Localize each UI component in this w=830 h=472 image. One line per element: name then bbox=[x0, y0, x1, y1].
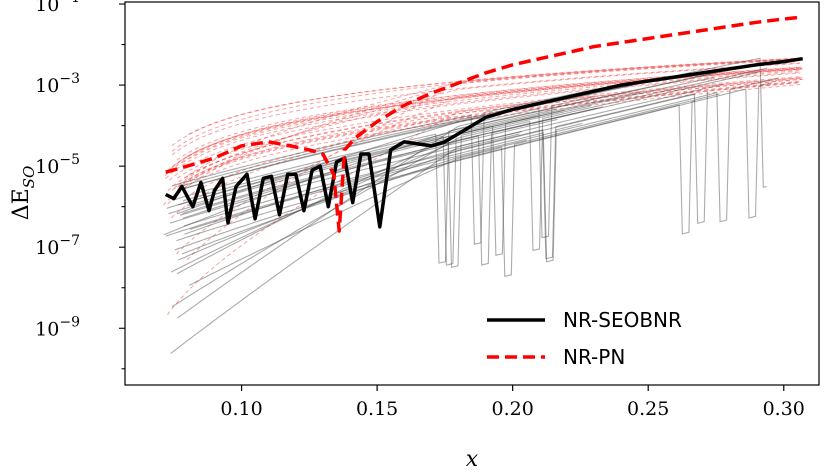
y-tick-label: 10−7 bbox=[35, 233, 80, 259]
ensemble-curve-nr-pn bbox=[185, 82, 801, 198]
ensemble-curve-nr-pn bbox=[167, 59, 803, 205]
ensemble-curve-nr-pn bbox=[176, 67, 802, 255]
ensemble-curve-nr-pn bbox=[171, 62, 800, 156]
ensemble-curve-nr-pn bbox=[165, 71, 800, 179]
legend-label-nr-seobnr: NR-SEOBNR bbox=[563, 308, 682, 332]
legend-label-nr-pn: NR-PN bbox=[563, 345, 625, 369]
ensemble-curve-nr-seobnr bbox=[170, 130, 523, 355]
ensemble-curve-nr-seobnr bbox=[171, 81, 631, 245]
ensemble-curve-nr-pn bbox=[173, 68, 802, 189]
ensemble-curve-nr-seobnr bbox=[182, 106, 603, 219]
ensemble-curve-nr-pn bbox=[177, 81, 803, 188]
y-axis-label-sub: SO bbox=[20, 166, 38, 189]
ensemble-curve-nr-pn bbox=[186, 58, 802, 261]
x-axis-label: x bbox=[466, 447, 479, 472]
ensemble-curve-nr-seobnr bbox=[163, 62, 763, 236]
ensemble-curve-nr-pn bbox=[187, 57, 800, 136]
ensemble-curve-nr-seobnr bbox=[174, 100, 696, 251]
legend: NR-SEOBNR NR-PN bbox=[487, 308, 682, 369]
ensemble-curve-nr-seobnr bbox=[183, 91, 708, 227]
ensemble-curve-nr-seobnr bbox=[189, 77, 779, 230]
x-tick-label: 0.15 bbox=[356, 398, 398, 420]
x-tick-label: 0.20 bbox=[492, 398, 534, 420]
ensemble-curve-nr-seobnr bbox=[170, 107, 598, 273]
ensemble-curve-nr-pn bbox=[178, 62, 801, 191]
x-tick-label: 0.25 bbox=[627, 398, 669, 420]
y-tick-label: 10−3 bbox=[35, 71, 80, 97]
ensemble-curve-nr-seobnr bbox=[166, 91, 642, 266]
ensemble-curve-nr-pn bbox=[177, 76, 802, 179]
ensemble-curve-nr-pn bbox=[181, 81, 800, 186]
ensemble-curve-nr-pn bbox=[171, 80, 801, 191]
y-axis-label-main: ΔE bbox=[9, 188, 34, 220]
ensemble-curve-nr-seobnr bbox=[169, 83, 724, 224]
ensemble-curve-nr-pn bbox=[171, 58, 800, 152]
main-curves bbox=[164, 15, 803, 233]
plot-frame bbox=[124, 1, 820, 386]
ensemble-curve-nr-seobnr bbox=[182, 108, 558, 202]
series-line-nr-seobnr bbox=[164, 56, 803, 229]
ensemble-curve-nr-seobnr bbox=[179, 118, 558, 216]
x-tick-label: 0.10 bbox=[220, 398, 262, 420]
ensemble-curve-nr-seobnr bbox=[188, 93, 720, 286]
ensemble-curve-nr-seobnr bbox=[182, 71, 759, 266]
ensemble-curve-nr-pn bbox=[188, 58, 800, 176]
ensemble-curve-nr-pn bbox=[167, 77, 802, 316]
series-line-nr-pn bbox=[165, 15, 803, 233]
y-axis: 10−1 10−3 10−5 10−7 10−9 bbox=[35, 0, 125, 370]
ensemble-curve-nr-pn bbox=[182, 70, 801, 164]
ensemble-curve-nr-pn bbox=[184, 77, 803, 179]
ensemble-curve-nr-seobnr bbox=[178, 92, 696, 261]
ensemble-curve-nr-seobnr bbox=[176, 82, 772, 242]
ensemble-curve-nr-pn bbox=[167, 77, 803, 192]
ensemble-curve-nr-pn bbox=[168, 72, 801, 181]
ensemble-curve-nr-pn bbox=[170, 78, 803, 219]
ensemble-curve-nr-seobnr bbox=[184, 133, 520, 235]
ensemble-curve-nr-pn bbox=[164, 68, 803, 177]
x-axis: 0.10 0.15 0.20 0.25 0.30 bbox=[220, 385, 805, 420]
ensemble-curve-nr-pn bbox=[165, 69, 801, 174]
ensemble-curve-nr-seobnr bbox=[168, 105, 592, 268]
ensemble-curve-nr-pn bbox=[167, 68, 803, 171]
ensemble-curve-nr-seobnr bbox=[172, 73, 713, 264]
y-tick-label: 10−9 bbox=[35, 314, 80, 340]
ensemble-curve-nr-pn bbox=[187, 78, 803, 181]
y-tick-label: 10−5 bbox=[35, 152, 80, 178]
y-axis-label: ΔESO bbox=[9, 166, 38, 221]
ensemble-curve-nr-seobnr bbox=[171, 67, 768, 308]
y-tick-label: 10−1 bbox=[35, 0, 80, 16]
ensemble-curve-nr-seobnr bbox=[165, 122, 583, 263]
ensemble-curve-nr-pn bbox=[162, 83, 801, 206]
x-tick-label: 0.30 bbox=[763, 398, 805, 420]
ensemble-curve-nr-pn bbox=[171, 57, 800, 147]
ensemble-curve-nr-seobnr bbox=[180, 84, 633, 191]
